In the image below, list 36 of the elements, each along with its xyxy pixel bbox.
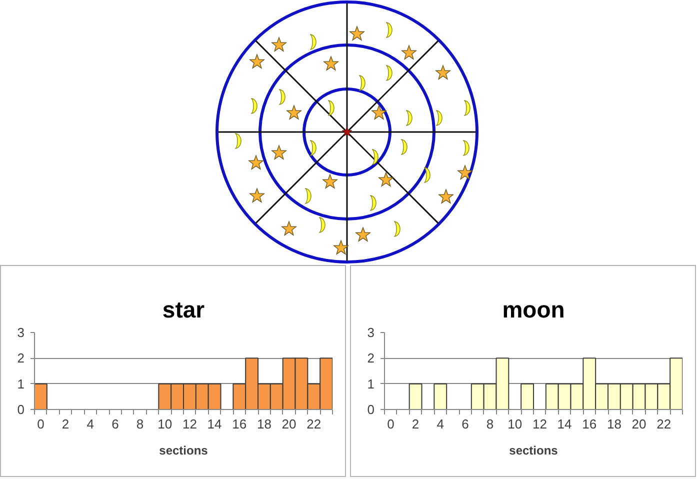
x-tick-label: 12 — [182, 416, 197, 432]
x-tick-label: 20 — [632, 416, 646, 432]
y-tick-label: 3 — [367, 325, 375, 340]
y-tick-label: 2 — [17, 350, 25, 366]
x-tick-label: 6 — [462, 416, 469, 432]
y-tick-label: 3 — [17, 325, 25, 340]
chart-title: moon — [502, 296, 565, 322]
x-tick-label: 22 — [306, 416, 322, 432]
x-axis-title: sections — [159, 444, 208, 458]
x-tick-label: 16 — [582, 416, 597, 432]
y-tick-label: 0 — [367, 402, 375, 417]
x-tick-label: 8 — [486, 416, 494, 432]
x-tick-label: 12 — [532, 416, 547, 432]
x-tick-label: 4 — [436, 416, 444, 432]
y-tick-label: 1 — [17, 376, 25, 392]
x-axis-title: sections — [509, 444, 558, 458]
x-tick-label: 14 — [207, 416, 222, 432]
y-tick-label: 0 — [17, 402, 25, 417]
x-tick-label: 16 — [232, 416, 247, 432]
y-tick-label: 1 — [367, 376, 375, 392]
x-tick-label: 4 — [86, 416, 94, 432]
x-tick-label: 22 — [656, 416, 672, 432]
x-tick-label: 10 — [158, 416, 172, 432]
x-tick-label: 6 — [112, 416, 119, 432]
y-tick-label: 2 — [367, 350, 375, 366]
chart-title: star — [162, 296, 205, 322]
x-tick-label: 14 — [557, 416, 572, 432]
x-tick-label: 10 — [508, 416, 522, 432]
x-tick-label: 0 — [37, 416, 44, 432]
x-tick-label: 20 — [282, 416, 296, 432]
x-tick-label: 18 — [256, 416, 272, 432]
x-tick-label: 18 — [606, 416, 622, 432]
x-tick-label: 2 — [62, 416, 70, 432]
x-tick-label: 0 — [387, 416, 394, 432]
x-tick-label: 2 — [412, 416, 420, 432]
x-tick-label: 8 — [136, 416, 144, 432]
